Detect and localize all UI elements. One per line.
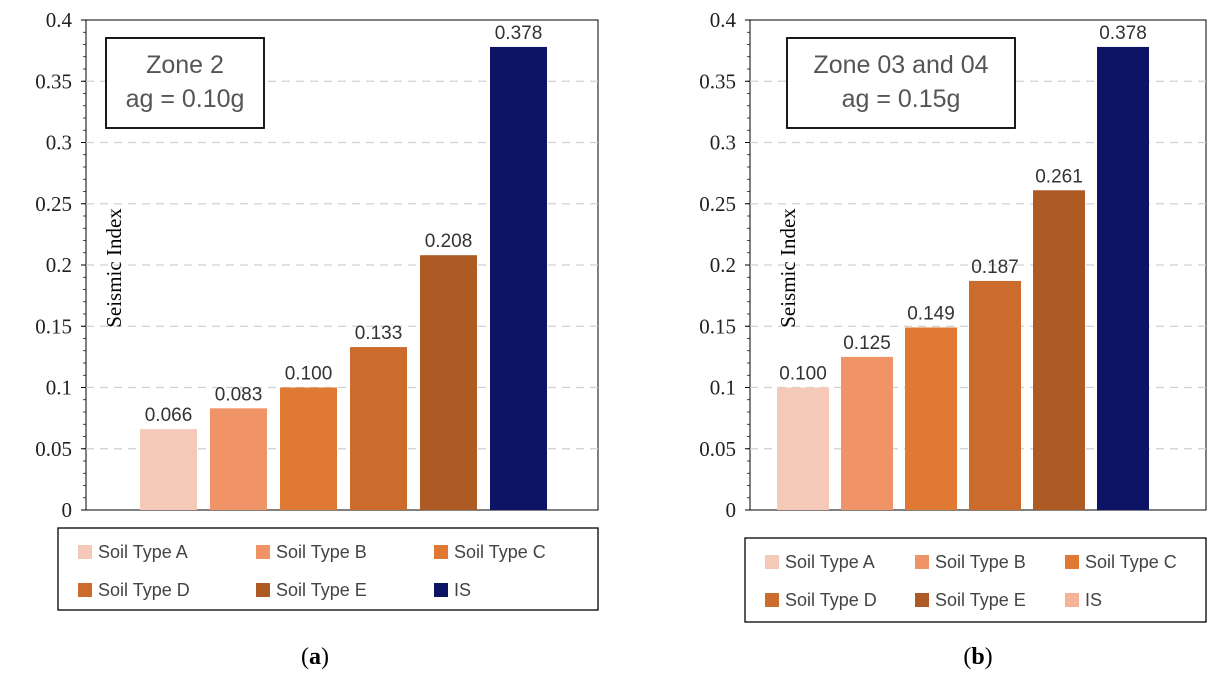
- legend-entry-label: Soil Type D: [98, 580, 190, 600]
- zone-annotation-line: Zone 2: [146, 51, 224, 79]
- data-label: 0.261: [1035, 166, 1083, 187]
- data-label: 0.378: [495, 23, 543, 44]
- bar-soil-type-e: [1033, 190, 1085, 510]
- legend-swatch: [256, 583, 270, 597]
- y-tick-label: 0.15: [699, 314, 736, 338]
- zone-annotation-line: ag = 0.15g: [842, 85, 961, 113]
- legend-swatch: [1065, 593, 1079, 607]
- legend-entry-label: Soil Type A: [98, 542, 188, 562]
- legend-swatch: [78, 583, 92, 597]
- panel-caption-b-letter: b: [971, 644, 984, 670]
- chart-panel-b: 0 0.05 0.1 0.15 0.2 0.25 0.3 0.35 0.4 Seismic Ind…: [699, 8, 1207, 623]
- legend-entry-label: Soil Type E: [935, 590, 1026, 610]
- data-label: 0.133: [355, 323, 403, 344]
- legend-entry-label: Soil Type B: [276, 542, 367, 562]
- legend-swatch: [78, 545, 92, 559]
- legend-entry-label: Soil Type A: [785, 552, 875, 572]
- bar-soil-type-c: [280, 387, 337, 510]
- y-axis-label: Seismic Index: [102, 208, 126, 328]
- y-tick-label: 0: [726, 498, 737, 522]
- y-tick-label: 0.4: [710, 8, 737, 32]
- panel-caption-b: (b): [963, 644, 992, 670]
- y-tick-label: 0.4: [46, 8, 73, 32]
- legend-box: [744, 537, 1207, 623]
- legend-box: [57, 527, 599, 611]
- y-tick-label: 0.05: [35, 437, 72, 461]
- y-tick-label: 0.1: [710, 376, 736, 400]
- legend-swatch: [765, 593, 779, 607]
- legend-swatch: [915, 555, 929, 569]
- y-tick-label: 0.25: [35, 192, 72, 216]
- bar-soil-type-b: [210, 408, 267, 510]
- data-label: 0.208: [425, 231, 473, 252]
- legend-entry-label: Soil Type E: [276, 580, 367, 600]
- y-tick-label: 0.2: [46, 253, 72, 277]
- zone-annotation-line: ag = 0.10g: [126, 85, 245, 113]
- bar-soil-type-e: [420, 255, 477, 510]
- y-tick-label: 0.05: [699, 437, 736, 461]
- legend-entry-label: Soil Type D: [785, 590, 877, 610]
- legend-entry-label: Soil Type C: [1085, 552, 1177, 572]
- y-tick-label: 0.1: [46, 376, 72, 400]
- legend-swatch: [915, 593, 929, 607]
- panel-caption-a: (a): [301, 644, 329, 670]
- zone-annotation-box: [786, 37, 1016, 129]
- bar-soil-type-a: [777, 387, 829, 510]
- legend-entry-label: Soil Type B: [935, 552, 1026, 572]
- legend-swatch: [434, 545, 448, 559]
- chart-panel-a: 0 0.05 0.1 0.15 0.2 0.25 0.3 0.35 0.4 Seismic Ind…: [35, 8, 599, 611]
- bar-is: [490, 46, 547, 510]
- y-tick-label: 0.3: [710, 131, 736, 155]
- legend-entry-label: IS: [1085, 590, 1102, 610]
- bar-soil-type-b: [841, 356, 893, 510]
- data-label: 0.125: [843, 333, 891, 354]
- bar-soil-type-d: [969, 280, 1021, 510]
- y-tick-label: 0.35: [699, 69, 736, 93]
- y-tick-label: 0.15: [35, 314, 72, 338]
- bar-soil-type-a: [140, 429, 197, 510]
- bar-soil-type-d: [350, 347, 407, 510]
- data-label: 0.066: [145, 405, 193, 426]
- legend-swatch: [1065, 555, 1079, 569]
- legend-entry-label: IS: [454, 580, 471, 600]
- legend-swatch: [256, 545, 270, 559]
- panel-caption-a-letter: a: [309, 644, 321, 670]
- y-tick-label: 0.35: [35, 69, 72, 93]
- bar-is: [1097, 46, 1149, 510]
- bar-soil-type-c: [905, 327, 957, 510]
- y-tick-label: 0: [62, 498, 73, 522]
- y-tick-label: 0.3: [46, 131, 72, 155]
- y-tick-label: 0.25: [699, 192, 736, 216]
- data-label: 0.100: [779, 364, 827, 385]
- data-label: 0.187: [971, 257, 1019, 278]
- data-label: 0.378: [1099, 23, 1147, 44]
- y-axis-label: Seismic Index: [776, 208, 800, 328]
- data-label: 0.149: [907, 303, 955, 324]
- legend-swatch: [765, 555, 779, 569]
- y-tick-label: 0.2: [710, 253, 736, 277]
- zone-annotation-box: [105, 37, 265, 129]
- data-label: 0.100: [285, 364, 333, 385]
- legend-swatch: [434, 583, 448, 597]
- legend-entry-label: Soil Type C: [454, 542, 546, 562]
- data-label: 0.083: [215, 384, 263, 405]
- zone-annotation-line: Zone 03 and 04: [813, 51, 988, 79]
